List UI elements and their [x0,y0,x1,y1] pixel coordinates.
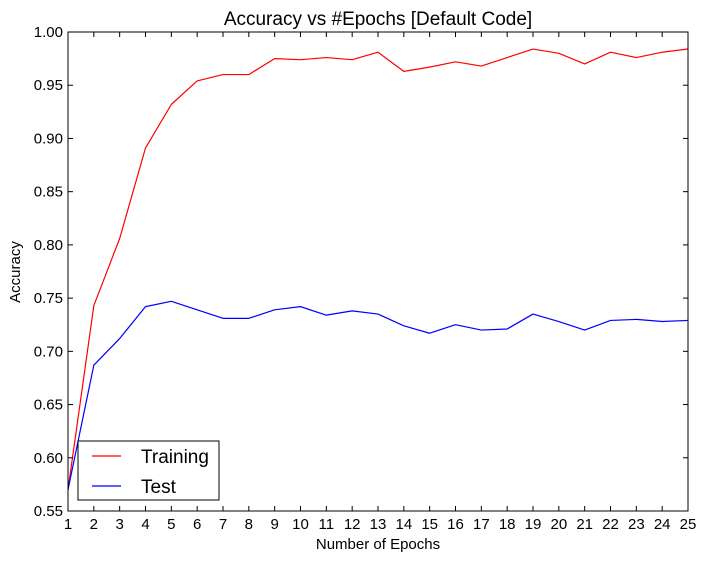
x-tick-label: 23 [628,516,645,533]
x-tick-label: 6 [193,516,201,533]
x-tick-label: 1 [64,516,72,533]
x-tick-label: 24 [654,516,671,533]
ticks-group: 0.55 0.60 0.65 0.70 0.75 0.80 0.85 0.90 0.95 1.00… [34,24,697,533]
x-tick-label: 16 [447,516,464,533]
series-line-training [67,48,689,490]
y-tick-label: 0.85 [34,184,63,201]
x-tick-label: 7 [219,516,227,533]
y-tick-label: 0.70 [34,343,63,360]
x-tick-label: 15 [421,516,438,533]
y-tick-label: 0.60 [34,450,63,467]
x-tick-label: 10 [292,516,309,533]
x-tick-label: 14 [395,516,412,533]
chart-title: Accuracy vs #Epochs [Default Code] [224,9,532,30]
plot-frame [67,31,689,512]
y-tick-label: 0.65 [34,397,63,414]
x-tick-label: 25 [680,516,697,533]
legend-training-label: Training [141,447,209,468]
x-tick-label: 13 [370,516,387,533]
y-tick-label: 0.80 [34,237,63,254]
y-tick-label: 0.90 [34,130,63,147]
x-tick-label: 4 [141,516,149,533]
legend-box [77,440,220,501]
x-tick-label: 17 [473,516,490,533]
x-tick-label: 8 [245,516,253,533]
y-axis-label: Accuracy [7,241,24,303]
x-axis-label: Number of Epochs [316,536,440,553]
x-tick-label: 22 [602,516,619,533]
y-tick-label: 0.95 [34,77,63,94]
x-tick-label: 11 [319,516,335,533]
x-tick-label: 5 [167,516,175,533]
y-tick-label: 0.75 [34,290,63,307]
x-tick-label: 20 [550,516,567,533]
x-tick-label: 12 [344,516,361,533]
series-line-test [67,300,689,490]
x-tick-label: 21 [576,516,593,533]
series-group [67,48,689,490]
x-tick-label: 2 [90,516,98,533]
legend: Training Test [77,440,220,501]
x-tick-label: 18 [499,516,516,533]
x-tick-label: 3 [115,516,123,533]
y-tick-label: 1.00 [34,24,63,41]
x-tick-label: 19 [525,516,542,533]
y-tick-label: 0.55 [34,503,63,520]
x-tick-label: 9 [270,516,278,533]
legend-test-label: Test [141,477,177,498]
